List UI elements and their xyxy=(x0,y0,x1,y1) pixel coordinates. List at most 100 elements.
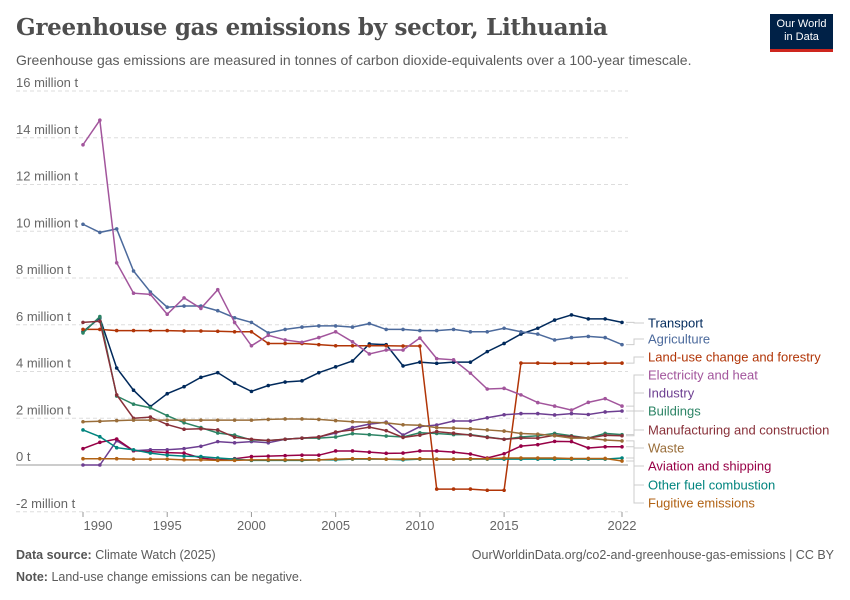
data-point xyxy=(333,430,338,434)
data-point xyxy=(266,417,271,422)
data-point xyxy=(418,328,422,333)
data-point xyxy=(552,456,557,460)
data-point xyxy=(620,439,624,443)
x-tick-label: 2005 xyxy=(321,518,350,533)
data-point xyxy=(434,423,439,427)
data-point xyxy=(502,341,506,346)
data-point xyxy=(468,360,473,364)
data-point xyxy=(418,360,422,364)
data-point xyxy=(283,338,287,342)
label-connector xyxy=(626,446,644,467)
data-point xyxy=(434,361,439,366)
data-point xyxy=(502,429,506,433)
data-point xyxy=(81,327,85,332)
data-point xyxy=(603,361,607,365)
data-point xyxy=(620,459,624,463)
data-point xyxy=(266,333,271,338)
data-point xyxy=(468,487,473,491)
data-point xyxy=(266,454,271,458)
data-point xyxy=(485,387,490,391)
data-point xyxy=(434,328,439,333)
data-point xyxy=(333,418,338,423)
x-tick-label: 2010 xyxy=(405,518,434,533)
data-point xyxy=(620,409,624,413)
data-point xyxy=(333,435,338,439)
data-point xyxy=(367,450,372,454)
data-point xyxy=(232,381,237,385)
data-point xyxy=(114,445,119,450)
data-point xyxy=(367,343,372,348)
data-point xyxy=(603,438,607,442)
series-transport: Transport xyxy=(81,313,704,409)
note-label: Note: xyxy=(16,570,48,584)
series-label: Agriculture xyxy=(648,332,710,347)
data-point xyxy=(300,325,304,329)
x-tick-label: 1990 xyxy=(84,518,113,533)
data-point xyxy=(182,427,186,432)
data-point xyxy=(552,361,557,366)
footnote: Note: Land-use change emissions can be n… xyxy=(16,570,302,584)
data-point xyxy=(131,402,136,407)
y-tick-label: 16 million t xyxy=(16,75,79,90)
data-point xyxy=(502,488,506,493)
data-point xyxy=(114,227,119,231)
data-point xyxy=(451,327,456,332)
series-line xyxy=(83,328,622,491)
data-point xyxy=(502,326,506,331)
data-point xyxy=(502,386,506,391)
data-point xyxy=(569,411,574,416)
data-point xyxy=(468,419,473,423)
data-point xyxy=(434,487,439,491)
data-point xyxy=(81,428,85,432)
y-tick-label: 14 million t xyxy=(16,122,79,137)
data-point xyxy=(148,457,153,461)
source-url[interactable]: OurWorldinData.org/co2-and-greenhouse-ga… xyxy=(471,548,834,562)
data-point xyxy=(620,456,624,460)
data-point xyxy=(283,417,287,421)
data-point xyxy=(114,456,119,461)
data-point xyxy=(283,380,287,384)
data-point xyxy=(535,332,540,336)
series-label: Fugitive emissions xyxy=(648,496,755,511)
label-connector xyxy=(626,410,644,436)
data-point xyxy=(182,418,186,422)
data-point xyxy=(215,458,220,463)
data-point xyxy=(485,349,490,354)
data-point xyxy=(283,453,287,458)
data-point xyxy=(401,344,405,348)
series-land-use-change-and-forestry: Land-use change and forestry xyxy=(81,327,821,493)
data-point xyxy=(401,364,405,368)
data-point xyxy=(535,361,540,365)
data-point xyxy=(350,359,355,363)
data-point xyxy=(586,446,591,450)
x-tick-label: 1995 xyxy=(153,518,182,533)
data-point xyxy=(401,422,405,427)
data-point xyxy=(603,317,607,321)
data-point xyxy=(283,327,287,332)
data-point xyxy=(266,341,271,346)
data-point xyxy=(519,393,523,397)
x-tick-label: 2022 xyxy=(608,518,637,533)
data-point xyxy=(603,433,607,438)
data-point xyxy=(148,328,153,333)
source-text[interactable]: Climate Watch (2025) xyxy=(95,548,216,562)
data-point xyxy=(350,325,355,329)
data-point xyxy=(468,456,473,461)
owid-logo[interactable]: Our World in Data xyxy=(770,14,833,52)
label-connector xyxy=(626,429,644,437)
data-point xyxy=(418,344,422,348)
data-point xyxy=(485,488,490,493)
data-point xyxy=(569,408,574,412)
data-point xyxy=(81,456,85,461)
data-point xyxy=(333,457,338,461)
data-point xyxy=(199,418,203,422)
data-point xyxy=(569,456,574,461)
x-tick-label: 2000 xyxy=(237,518,266,533)
data-point xyxy=(215,308,220,313)
data-point xyxy=(232,435,237,439)
data-point xyxy=(317,458,321,462)
data-point xyxy=(434,449,439,453)
data-point xyxy=(350,428,355,432)
data-point xyxy=(535,456,540,460)
